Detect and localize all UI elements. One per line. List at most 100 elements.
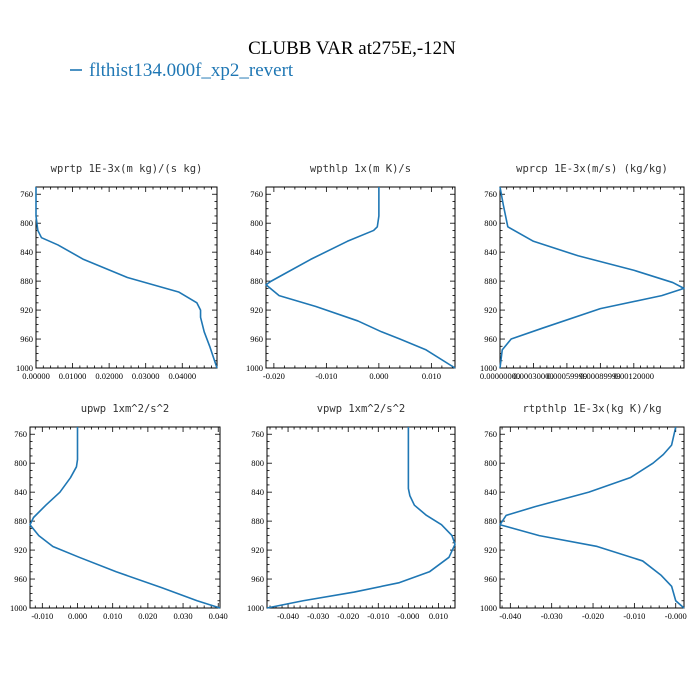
- x-tick-label: 0.040: [209, 611, 228, 621]
- y-tick-label: 840: [484, 247, 497, 257]
- x-tick-label: -0.030: [541, 611, 563, 621]
- y-tick-label: 1000: [480, 603, 497, 613]
- x-tick-label: -0.010: [31, 611, 53, 621]
- series-line-1: [35, 187, 218, 369]
- panel-title: wpthlp 1x(m K)/s: [310, 163, 411, 175]
- panel-3: wprcp 1E-3x(m/s) (kg/kg) 760 800 840 880 920 9…: [480, 163, 685, 381]
- y-tick-label: 760: [484, 429, 497, 439]
- plot-frame: [499, 186, 685, 369]
- y-tick-label: 1000: [480, 363, 497, 373]
- y-tick-label: 800: [484, 218, 497, 228]
- x-tick-label: 0.010: [422, 371, 441, 381]
- x-tick-label: -0.020: [263, 371, 285, 381]
- panel-title: rtpthlp 1E-3x(kg K)/kg: [522, 403, 661, 415]
- panel-4: upwp 1xm^2/s^2 760 800 840 880 920 960 1000 -0.0…: [10, 403, 228, 621]
- y-tick-label: 1000: [246, 363, 263, 373]
- x-tick-label: 0.020: [138, 611, 157, 621]
- y-tick-label: 960: [251, 574, 264, 584]
- x-tick-label: 0.010: [103, 611, 122, 621]
- panel-title: wprtp 1E-3x(m kg)/(s kg): [51, 163, 203, 175]
- y-tick-label: 920: [484, 305, 497, 315]
- x-tick-label: 0.02000: [95, 371, 123, 381]
- x-tick-label: -0.030: [307, 611, 329, 621]
- y-tick-label: 960: [250, 334, 263, 344]
- x-tick-label: -0.010: [367, 611, 389, 621]
- y-tick-label: 760: [14, 429, 27, 439]
- x-tick-label: -0.000: [397, 611, 419, 621]
- legend-label: flthist134.000f_xp2_revert: [89, 60, 294, 81]
- y-tick-label: 880: [250, 276, 263, 286]
- panel-1: wprtp 1E-3x(m kg)/(s kg) 760 800 840 880 920 9…: [16, 163, 218, 381]
- y-tick-label: 960: [484, 334, 497, 344]
- x-tick-label: -0.020: [582, 611, 604, 621]
- y-tick-label: 760: [20, 189, 33, 199]
- panel-6: rtpthlp 1E-3x(kg K)/kg 760 800 840 880 920 960…: [480, 403, 687, 621]
- x-tick-label: 0.00120000: [614, 371, 654, 381]
- x-tick-label: 0.030: [173, 611, 192, 621]
- x-tick-label: -0.010: [623, 611, 645, 621]
- y-tick-label: 800: [250, 218, 263, 228]
- x-tick-label: -0.010: [315, 371, 337, 381]
- x-tick-label: 0.000: [369, 371, 388, 381]
- y-tick-label: 840: [484, 487, 497, 497]
- series-line-1: [266, 427, 456, 609]
- x-tick-label: -0.020: [337, 611, 359, 621]
- y-tick-label: 880: [251, 516, 264, 526]
- plot-frame: [29, 426, 221, 609]
- y-tick-label: 880: [484, 276, 497, 286]
- y-tick-label: 880: [14, 516, 27, 526]
- panel-title: wprcp 1E-3x(m/s) (kg/kg): [516, 163, 668, 175]
- plot-frame: [265, 186, 456, 369]
- y-tick-label: 1000: [247, 603, 264, 613]
- y-tick-label: 920: [20, 305, 33, 315]
- y-tick-label: 1000: [16, 363, 33, 373]
- y-tick-label: 800: [484, 458, 497, 468]
- y-tick-label: 1000: [10, 603, 27, 613]
- y-tick-label: 960: [14, 574, 27, 584]
- y-tick-label: 920: [484, 545, 497, 555]
- series-line-1: [499, 186, 685, 369]
- x-tick-label: -0.040: [277, 611, 299, 621]
- y-tick-label: 760: [250, 189, 263, 199]
- y-tick-label: 920: [250, 305, 263, 315]
- y-tick-label: 920: [14, 545, 27, 555]
- y-tick-label: 880: [20, 276, 33, 286]
- x-tick-label: 0.00089999: [580, 371, 620, 381]
- plot-frame: [266, 426, 456, 609]
- legend: flthist134.000f_xp2_revert: [70, 60, 294, 81]
- y-tick-label: 920: [251, 545, 264, 555]
- x-tick-label: 0.04000: [168, 371, 196, 381]
- plot-frame: [499, 426, 685, 609]
- y-tick-label: 800: [20, 218, 33, 228]
- y-tick-label: 840: [250, 247, 263, 257]
- plot-frame: [35, 186, 218, 369]
- x-tick-label: 0.00059999: [547, 371, 587, 381]
- x-tick-label: -0.000: [665, 611, 687, 621]
- panel-title: vpwp 1xm^2/s^2: [317, 403, 406, 415]
- series-line-1: [29, 427, 221, 609]
- panels: wprtp 1E-3x(m kg)/(s kg) 760 800 840 880 920 9…: [10, 163, 687, 621]
- y-tick-label: 840: [251, 487, 264, 497]
- x-tick-label: 0.00030000: [513, 371, 553, 381]
- y-tick-label: 840: [14, 487, 27, 497]
- y-tick-label: 960: [20, 334, 33, 344]
- x-tick-label: 0.00000: [22, 371, 50, 381]
- x-tick-label: -0.040: [499, 611, 521, 621]
- panel-2: wpthlp 1x(m K)/s7608008408809209601000-0…: [246, 163, 456, 381]
- y-tick-label: 840: [20, 247, 33, 257]
- y-tick-label: 800: [14, 458, 27, 468]
- y-tick-label: 960: [484, 574, 497, 584]
- x-tick-label: 0.010: [429, 611, 448, 621]
- x-tick-label: 0.03000: [132, 371, 160, 381]
- panel-5: vpwp 1xm^2/s^2 760 800 840 880 920 960 1000 -0.0…: [247, 403, 456, 621]
- series-line-1: [265, 187, 456, 369]
- x-tick-label: 0.01000: [59, 371, 87, 381]
- y-tick-label: 880: [484, 516, 497, 526]
- series-line-1: [499, 426, 685, 609]
- y-tick-label: 760: [484, 189, 497, 199]
- figure-title: CLUBB VAR at275E,-12N: [248, 38, 456, 59]
- panel-title: upwp 1xm^2/s^2: [81, 403, 170, 415]
- x-tick-label: 0.000: [68, 611, 87, 621]
- y-tick-label: 800: [251, 458, 264, 468]
